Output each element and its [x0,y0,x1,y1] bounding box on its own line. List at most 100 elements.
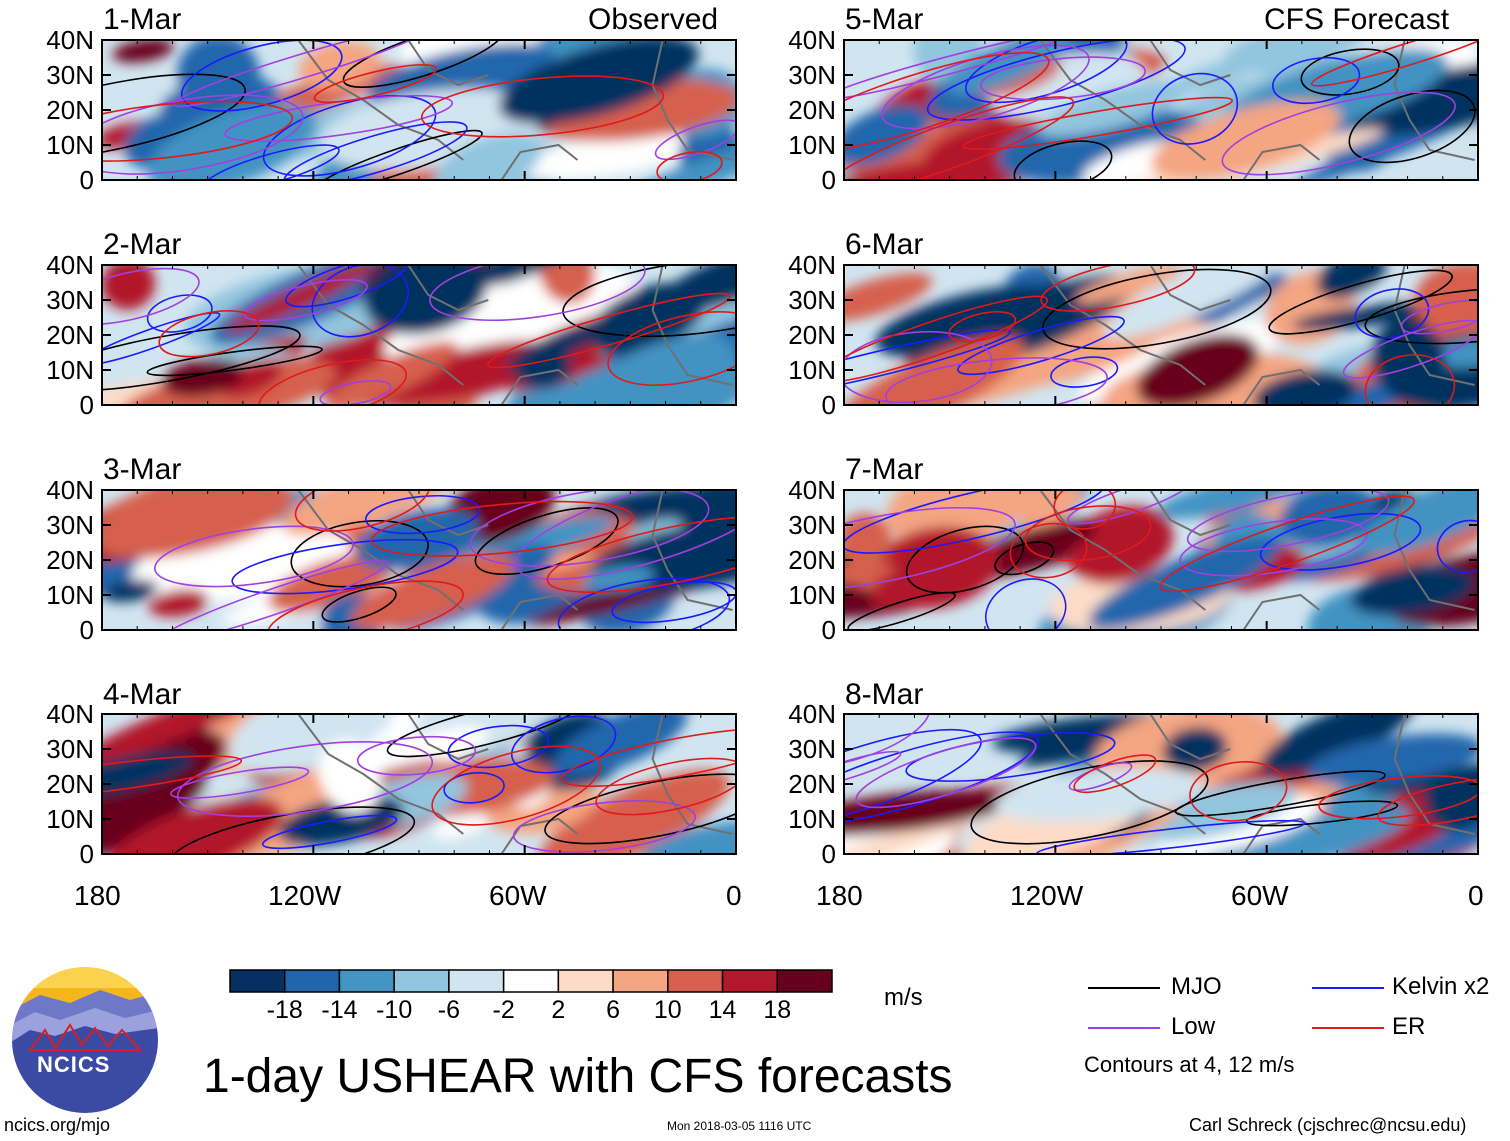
shear-anomaly-blob [355,340,547,405]
colorbar-tick-label: 18 [763,996,792,1024]
y-tick-label: 20N [46,320,94,350]
contour-low [844,750,902,790]
contour-kelvin-x2 [844,329,1011,400]
contour-low [979,56,1146,101]
contour-low [884,357,1108,405]
y-tick-label: 40N [46,25,94,55]
contour-low [429,265,646,321]
panel-8-Mar [843,713,1479,855]
x-tick-180-right: 180 [816,880,863,911]
contour-er [487,292,731,369]
y-tick-label: 40N [788,250,836,280]
axis-ticks [843,39,1479,181]
contour-er [1159,495,1415,593]
contour-low [102,94,304,175]
shear-anomaly-blob [102,714,276,764]
contour-er [102,100,294,162]
y-tick-label: 10N [788,804,836,834]
x-tick-0-right: 0 [1468,880,1484,911]
shear-anomaly-blob [844,789,1014,837]
shear-field [102,40,736,180]
colorbar-swatch [776,969,833,993]
colorbar-tick-label: -10 [376,996,413,1024]
shear-anomaly-blob [1088,536,1281,630]
x-tick-0-left: 0 [726,880,742,911]
shear-anomaly-blob [1200,805,1411,854]
contour-mjo [1174,770,1386,817]
shear-anomaly-blob [1136,333,1260,405]
shear-anomaly-blob [1156,490,1306,519]
shear-anomaly-blob [870,546,1003,609]
panels-layer [101,39,1479,855]
contour-mjo [970,760,1209,845]
legend-label-er: ER [1392,1013,1426,1040]
contour-er [1009,522,1088,579]
colorbar-swatch [721,969,779,993]
y-tick-label: 30N [46,510,94,540]
y-tick-label: 10N [788,580,836,610]
colorbar-swatch [338,969,395,993]
contour-er [607,311,736,386]
y-tick-label: 20N [788,769,836,799]
shear-anomaly-blob [539,265,596,304]
panel-date-2: 2-Mar [103,228,182,261]
shear-anomaly-blob [102,490,295,558]
panel-date-5: 5-Mar [845,3,924,36]
contour-er [102,755,243,800]
panel-6-Mar [843,264,1479,406]
shear-anomaly-blob [875,284,1076,358]
y-tick-label: 20N [46,95,94,125]
y-tick-label: 10N [46,355,94,385]
colorbar-tick-label: 6 [606,996,621,1024]
y-tick-label: 0 [821,390,836,420]
wave-contours [153,490,736,630]
y-tick-label: 20N [46,769,94,799]
contour-er [1040,265,1196,312]
shear-anomaly-blob [103,579,158,602]
colorbar-swatch [667,969,724,993]
contour-mjo [102,325,301,392]
forecast-header: CFS Forecast [1264,3,1450,36]
axis-ticks [843,713,1479,855]
contour-mjo [1364,287,1478,345]
axis-ticks [101,713,737,855]
shear-anomaly-blob [1163,727,1228,771]
credit: Carl Schreck (cjschrec@ncsu.edu) [1189,1115,1467,1135]
shear-anomaly-blob [432,813,488,839]
contour-er [258,359,408,405]
shear-anomaly-blob [367,43,555,108]
colorbar-tick-label: -14 [321,996,358,1024]
contour-kelvin-x2 [231,538,459,595]
contour-kelvin-x2 [364,494,481,535]
shear-field [844,714,1478,854]
shear-anomaly-blob [552,714,688,777]
wave-contours [844,490,1478,630]
source-url: ncics.org/mjo [4,1115,111,1135]
contour-er [844,96,1075,180]
panel-7-Mar [843,489,1479,631]
shear-anomaly-blob [268,553,397,613]
y-tick-label: 20N [46,545,94,575]
shear-anomaly-blob [325,341,458,405]
contour-low [1221,91,1456,176]
panel-4-Mar [101,713,737,855]
shear-anomaly-blob [363,265,487,335]
y-tick-label: 0 [821,615,836,645]
contour-low [844,714,931,768]
panel-date-4: 4-Mar [103,678,182,711]
shear-anomaly-blob [1260,714,1414,775]
y-tick-label: 10N [788,355,836,385]
contour-mjo [994,541,1055,576]
panel-date-3: 3-Mar [103,453,182,486]
colorbar-swatch [393,969,450,993]
contour-kelvin-x2 [102,312,221,366]
shear-anomaly-blob [102,751,194,801]
y-tick-label: 0 [79,839,94,869]
colorbar-swatch [502,969,560,993]
shear-anomaly-blob [112,40,174,63]
shear-anomaly-blob [1223,40,1368,73]
contour-low [1068,762,1133,791]
contour-note: Contours at 4, 12 m/s [1084,1052,1295,1077]
ncics-logo [10,965,160,1115]
